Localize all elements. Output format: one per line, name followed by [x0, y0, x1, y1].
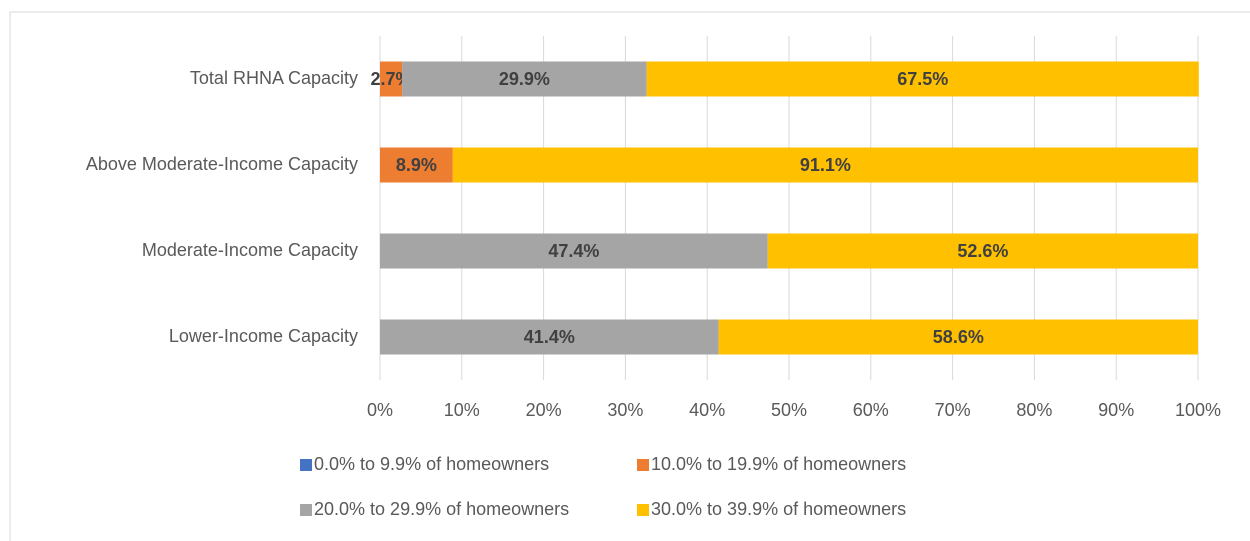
- bar-segment: [380, 147, 453, 183]
- x-tick-label: 70%: [935, 400, 971, 420]
- data-label: 58.6%: [933, 327, 984, 347]
- legend-swatch: [300, 504, 312, 516]
- chart-border: [9, 11, 1250, 541]
- data-label: 2.7%: [371, 69, 412, 89]
- data-label: 8.9%: [396, 155, 437, 175]
- y-tick-label: Moderate-Income Capacity: [142, 240, 358, 260]
- legend-label: 0.0% to 9.9% of homeowners: [314, 454, 549, 474]
- x-tick-label: 10%: [444, 400, 480, 420]
- bar-segment: [718, 319, 1198, 355]
- y-tick-label: Above Moderate-Income Capacity: [86, 154, 358, 174]
- data-label: 91.1%: [800, 155, 851, 175]
- data-label: 41.4%: [524, 327, 575, 347]
- x-tick-label: 90%: [1098, 400, 1134, 420]
- legend-label: 30.0% to 39.9% of homeowners: [651, 499, 906, 519]
- bar-segment: [380, 61, 403, 97]
- bar-segment: [646, 61, 1199, 97]
- x-tick-label: 100%: [1175, 400, 1221, 420]
- legend-label: 20.0% to 29.9% of homeowners: [314, 499, 569, 519]
- x-tick-label: 20%: [526, 400, 562, 420]
- x-tick-label: 40%: [689, 400, 725, 420]
- data-label: 29.9%: [499, 69, 550, 89]
- bar-segment: [380, 233, 768, 269]
- x-tick-label: 60%: [853, 400, 889, 420]
- x-tick-label: 50%: [771, 400, 807, 420]
- data-label: 67.5%: [897, 69, 948, 89]
- y-tick-label: Lower-Income Capacity: [169, 326, 358, 346]
- data-label: 47.4%: [548, 241, 599, 261]
- x-tick-label: 0%: [367, 400, 393, 420]
- data-label: 52.6%: [957, 241, 1008, 261]
- y-tick-label: Total RHNA Capacity: [190, 68, 358, 88]
- bar-segment: [452, 147, 1198, 183]
- bar-segment: [767, 233, 1198, 269]
- legend-label: 10.0% to 19.9% of homeowners: [651, 454, 906, 474]
- legend-swatch: [300, 459, 312, 471]
- bar-segment: [402, 61, 647, 97]
- x-tick-label: 80%: [1016, 400, 1052, 420]
- x-tick-label: 30%: [607, 400, 643, 420]
- legend-swatch: [637, 504, 649, 516]
- bar-segment: [380, 319, 719, 355]
- legend-swatch: [637, 459, 649, 471]
